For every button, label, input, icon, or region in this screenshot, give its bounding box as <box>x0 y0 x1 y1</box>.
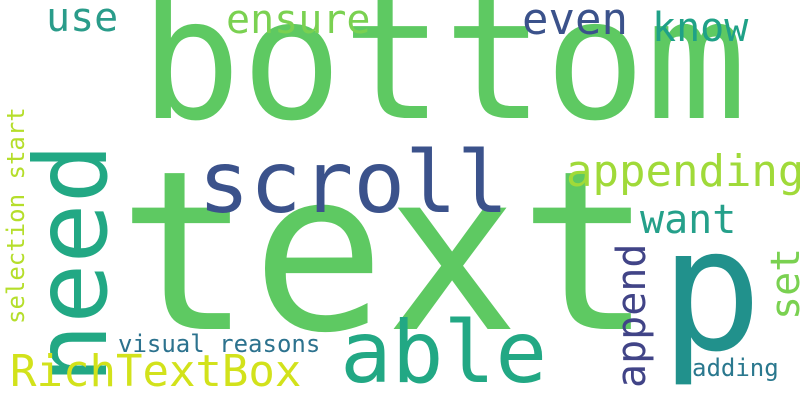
word-want: want <box>640 197 737 243</box>
word-p: p <box>660 192 763 390</box>
word-richtextbox: RichTextBox <box>10 346 302 397</box>
word-even: even <box>522 0 628 45</box>
word-appending: appending <box>566 146 800 197</box>
word-adding: adding <box>692 354 779 382</box>
word-use: use <box>46 0 119 41</box>
word-able: able <box>340 303 548 400</box>
word-know: know <box>652 5 749 51</box>
word-scroll: scroll <box>198 133 509 233</box>
word-ensure: ensure <box>226 0 371 43</box>
word-set: set <box>763 247 800 320</box>
word-bottom: bottom <box>140 0 747 158</box>
word-need: need <box>13 143 130 384</box>
word-text: text <box>118 124 653 382</box>
word-append: append <box>609 243 655 389</box>
word-selection-start: selection start <box>2 107 30 324</box>
word-visual-reasons: visual reasons <box>118 330 321 358</box>
